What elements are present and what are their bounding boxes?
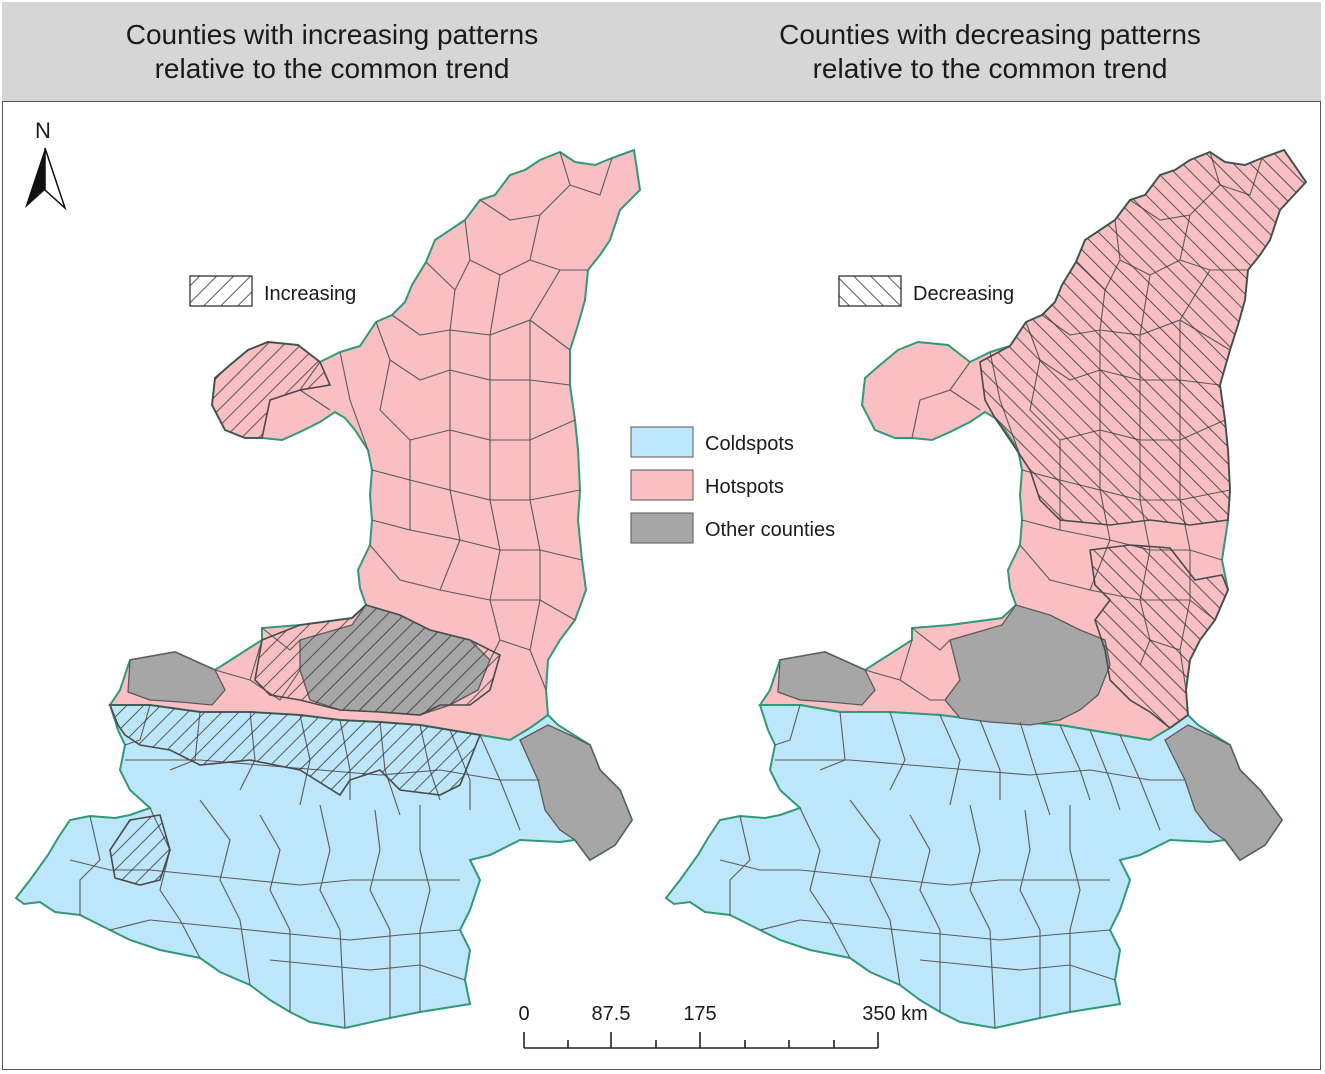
left-map: N Increasing (14, 118, 642, 1030)
right-coldspot-region (664, 704, 1284, 1030)
left-increasing-county-nw (211, 341, 332, 439)
decreasing-legend: Decreasing (838, 275, 1014, 307)
left-increasing-counties (108, 341, 501, 886)
right-other-county-center (944, 604, 1111, 726)
scale-tick-87-5: 87.5 (592, 1003, 631, 1025)
coldspots-label: Coldspots (705, 433, 794, 455)
left-other-county-west (127, 651, 226, 706)
left-hotspot-region (108, 148, 642, 742)
scale-bar-line (523, 1032, 879, 1049)
left-increasing-county-sw (109, 814, 171, 886)
left-title-line-1: Counties with increasing patterns (125, 19, 539, 50)
other-counties-swatch (630, 512, 694, 544)
left-title-line-2: relative to the common trend (154, 53, 510, 84)
north-arrow-left-half (25, 148, 45, 208)
right-decreasing-county-east (1089, 544, 1229, 730)
north-arrow-right-half (44, 147, 67, 211)
right-other-county-east (1164, 724, 1283, 861)
scale-tick-350: 350 km (862, 1003, 928, 1025)
other-counties-label: Other counties (705, 519, 835, 541)
left-other-county-east (519, 724, 633, 861)
increasing-label: Increasing (264, 283, 356, 305)
left-coldspot-region (14, 704, 634, 1030)
increasing-legend: Increasing (189, 275, 356, 307)
north-arrow: N (25, 118, 67, 211)
left-increasing-county-band (108, 704, 482, 797)
title-bar: Counties with increasing patterns relati… (2, 2, 1321, 102)
scale-bar: 0 87.5 175 350 km (518, 1003, 928, 1049)
hotspots-label: Hotspots (705, 476, 784, 498)
right-decreasing-county-north (979, 149, 1308, 526)
scale-tick-175: 175 (683, 1003, 716, 1025)
legend: Coldspots Hotspots Other counties (630, 426, 835, 544)
increasing-swatch (189, 275, 253, 307)
right-map: Decreasing (664, 148, 1308, 1030)
right-decreasing-counties (979, 149, 1308, 730)
decreasing-label: Decreasing (913, 283, 1014, 305)
right-other-county-west (777, 651, 876, 706)
north-arrow-label: N (35, 118, 51, 143)
left-increasing-county-cluster (254, 604, 501, 716)
right-panel-title: Counties with decreasing patterns relati… (670, 18, 1310, 86)
right-title-line-1: Counties with decreasing patterns (779, 19, 1201, 50)
coldspots-swatch (630, 426, 694, 458)
right-title-line-2: relative to the common trend (812, 53, 1168, 84)
left-panel-title: Counties with increasing patterns relati… (12, 18, 652, 86)
scale-tick-0: 0 (518, 1003, 529, 1025)
hotspots-swatch (630, 469, 694, 501)
decreasing-swatch (838, 275, 902, 307)
